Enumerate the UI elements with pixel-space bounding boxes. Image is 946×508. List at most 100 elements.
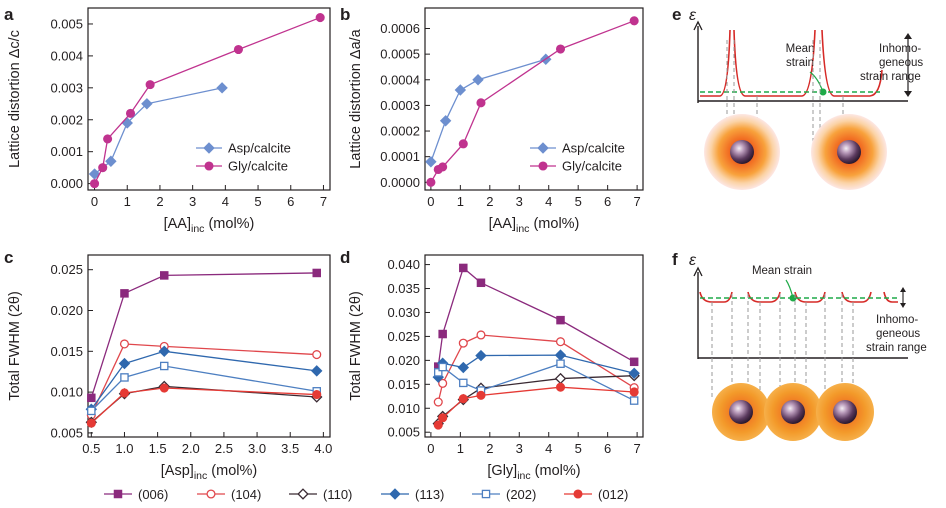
series-line-c-3 — [90, 350, 317, 410]
data-point-c-0 — [312, 268, 321, 278]
legend-bottom-marker — [297, 488, 309, 500]
legend-label-b: Asp/calcite — [562, 141, 625, 156]
x-tick-label-d: 6 — [604, 441, 611, 456]
data-point-a-0 — [105, 155, 117, 167]
data-point-d-1 — [433, 397, 443, 407]
panel-letter-e: e — [672, 5, 681, 24]
f-range-label-1: Inhomo- — [876, 314, 918, 326]
x-tick-label-a: 1 — [124, 194, 131, 209]
data-point-d-4 — [434, 368, 443, 377]
legend-bottom-marker — [573, 489, 583, 499]
x-tick-label-b: 2 — [486, 194, 493, 209]
y-tick-label-b: 0.0003 — [380, 98, 420, 113]
x-tick-label-c: 1.5 — [149, 441, 167, 456]
e-range-arrow-up — [904, 33, 912, 39]
f-range-label-2: geneous — [876, 328, 920, 340]
x-axis-label-c: [Asp]inc (mol%) — [161, 463, 257, 482]
legend-bottom-label: (113) — [415, 487, 444, 502]
e-atom-1 — [730, 140, 754, 164]
y-tick-label-d: 0.040 — [387, 257, 420, 272]
x-tick-label-c: 3.0 — [248, 441, 266, 456]
y-tick-label-b: 0.0000 — [380, 175, 420, 190]
y-tick-label-c: 0.015 — [50, 344, 83, 359]
data-point-c-5 — [159, 383, 169, 393]
legend-bottom: (006) (104) (110) (113) (202) (012) — [104, 487, 628, 502]
data-point-c-0 — [120, 289, 129, 298]
x-tick-label-b: 6 — [604, 194, 611, 209]
legend-bottom-marker — [206, 489, 216, 499]
data-point-d-5 — [438, 413, 448, 423]
e-range-label-2: geneous — [879, 57, 923, 69]
y-tick-label-d: 0.035 — [387, 281, 420, 296]
y-axis-label-c: Total FWHM (2θ) — [7, 291, 23, 401]
data-point-c-5 — [312, 390, 322, 400]
legend-bottom-label: (104) — [231, 487, 261, 502]
e-strain-curve-tail — [869, 69, 883, 97]
data-point-d-0 — [459, 263, 468, 273]
f-atom-1 — [729, 400, 753, 424]
x-tick-label-b: 1 — [457, 194, 464, 209]
data-point-a-0 — [216, 82, 228, 94]
data-point-d-4 — [438, 362, 447, 372]
e-range-arrow-down — [904, 91, 912, 97]
legend-bottom-label: (012) — [598, 487, 628, 502]
data-point-c-5 — [119, 388, 130, 398]
legend-label-b: Gly/calcite — [562, 159, 622, 174]
y-tick-label-a: 0.000 — [50, 176, 83, 191]
y-tick-label-a: 0.001 — [50, 144, 83, 159]
panel-letter-f: f — [672, 250, 678, 269]
data-point-d-1 — [458, 338, 468, 348]
f-atom-2 — [781, 400, 805, 424]
x-tick-label-d: 4 — [545, 441, 552, 456]
series-line-c-0 — [90, 272, 317, 399]
data-point-d-0 — [629, 357, 639, 367]
schematic-f: f ε Mean strain Inhomo- geneous strain r… — [672, 250, 927, 441]
y-axis-label-b: Lattice distortion Δa/a — [348, 28, 364, 168]
series-line-c-1 — [90, 343, 317, 416]
data-point-c-3 — [118, 357, 131, 370]
schematic-e: e ε Mean strain Inhomo- geneous strain r… — [672, 5, 923, 190]
legend-marker-b — [537, 142, 549, 154]
data-point-b-0 — [439, 115, 452, 127]
x-tick-label-d: 5 — [575, 441, 582, 456]
x-tick-label-c: 0.5 — [82, 441, 100, 456]
data-point-d-5 — [458, 394, 468, 404]
x-tick-label-d: 2 — [486, 441, 493, 456]
f-mean-strain-pointer — [785, 279, 794, 299]
y-tick-label-a: 0.005 — [50, 16, 83, 31]
y-tick-label-d: 0.010 — [387, 401, 420, 416]
panel-letter-d: d — [340, 248, 350, 267]
x-tick-label-a: 5 — [254, 194, 261, 209]
y-tick-label-d: 0.005 — [387, 425, 420, 440]
y-tick-label-d: 0.030 — [387, 305, 420, 320]
data-point-a-1 — [125, 108, 136, 118]
x-tick-label-a: 4 — [222, 194, 229, 209]
plot-frame-c — [87, 254, 331, 438]
series-line-d-3 — [437, 354, 635, 378]
panel-letter-b: b — [340, 5, 350, 24]
legend-label-a: Asp/calcite — [228, 141, 291, 156]
data-point-c-5 — [86, 418, 96, 428]
y-tick-label-a: 0.004 — [50, 48, 83, 63]
x-tick-label-c: 2.0 — [182, 441, 200, 456]
x-tick-label-b: 0 — [427, 194, 434, 209]
panel-letter-c: c — [4, 248, 13, 267]
e-range-label-1: Inhomo- — [879, 43, 921, 55]
data-point-d-3 — [554, 349, 567, 361]
f-guides — [711, 294, 854, 400]
x-tick-label-d: 7 — [633, 441, 640, 456]
x-tick-label-d: 0 — [427, 441, 434, 456]
legend-bottom-marker — [481, 489, 491, 499]
legend-bottom-marker — [389, 488, 401, 500]
panel-b: b 0 1 2 3 4 5 6 7 0.0000 0.0001 0.0002 0.0003 0.0004… — [340, 5, 644, 235]
legend-bottom-label: (006) — [138, 487, 168, 502]
series-line-c-4 — [90, 365, 317, 412]
data-point-a-1 — [98, 163, 108, 173]
data-point-d-1 — [476, 330, 486, 340]
data-point-b-1 — [426, 177, 436, 187]
plot-frame-a — [87, 7, 331, 191]
data-point-d-3 — [628, 367, 640, 380]
series-line-d-5 — [437, 386, 635, 426]
data-point-d-5 — [476, 390, 486, 400]
